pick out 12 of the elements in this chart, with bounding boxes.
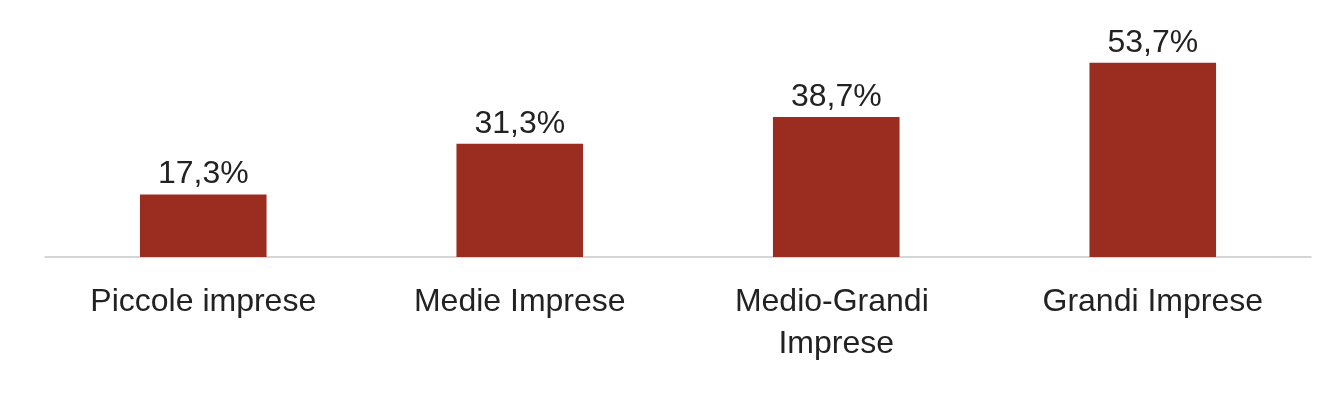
data-label: 53,7% xyxy=(1107,22,1199,59)
bar xyxy=(139,194,267,257)
bar xyxy=(456,143,584,257)
data-label: 31,3% xyxy=(474,103,566,140)
bar xyxy=(1089,62,1217,257)
data-label: 38,7% xyxy=(790,77,882,114)
x-tick-label: Medie Imprese xyxy=(413,282,626,318)
x-tick-label: Piccole imprese xyxy=(90,282,317,318)
bar xyxy=(772,117,900,257)
x-tick-label: Medio-Grandi Imprese xyxy=(734,282,938,360)
x-tick-label: Grandi Imprese xyxy=(1042,282,1264,318)
data-label: 17,3% xyxy=(157,154,249,191)
